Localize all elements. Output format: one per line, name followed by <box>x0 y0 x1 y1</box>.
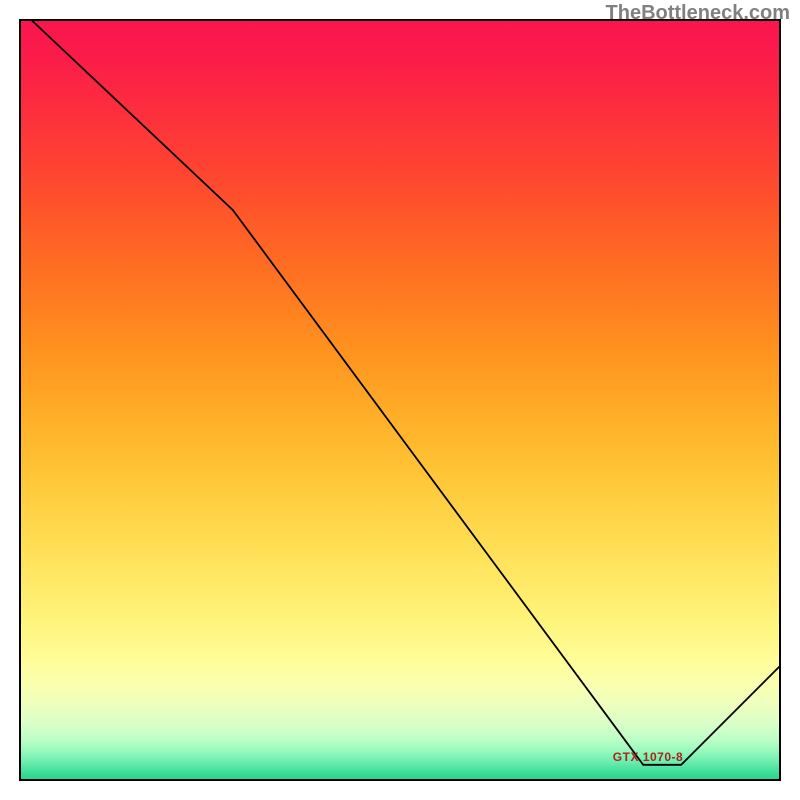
line-chart <box>0 0 800 800</box>
series-label: GTX 1070-8 <box>613 750 683 764</box>
chart-background <box>20 20 780 780</box>
chart-container: TheBottleneck.com GTX 1070-8 <box>0 0 800 800</box>
watermark-text: TheBottleneck.com <box>606 2 790 25</box>
